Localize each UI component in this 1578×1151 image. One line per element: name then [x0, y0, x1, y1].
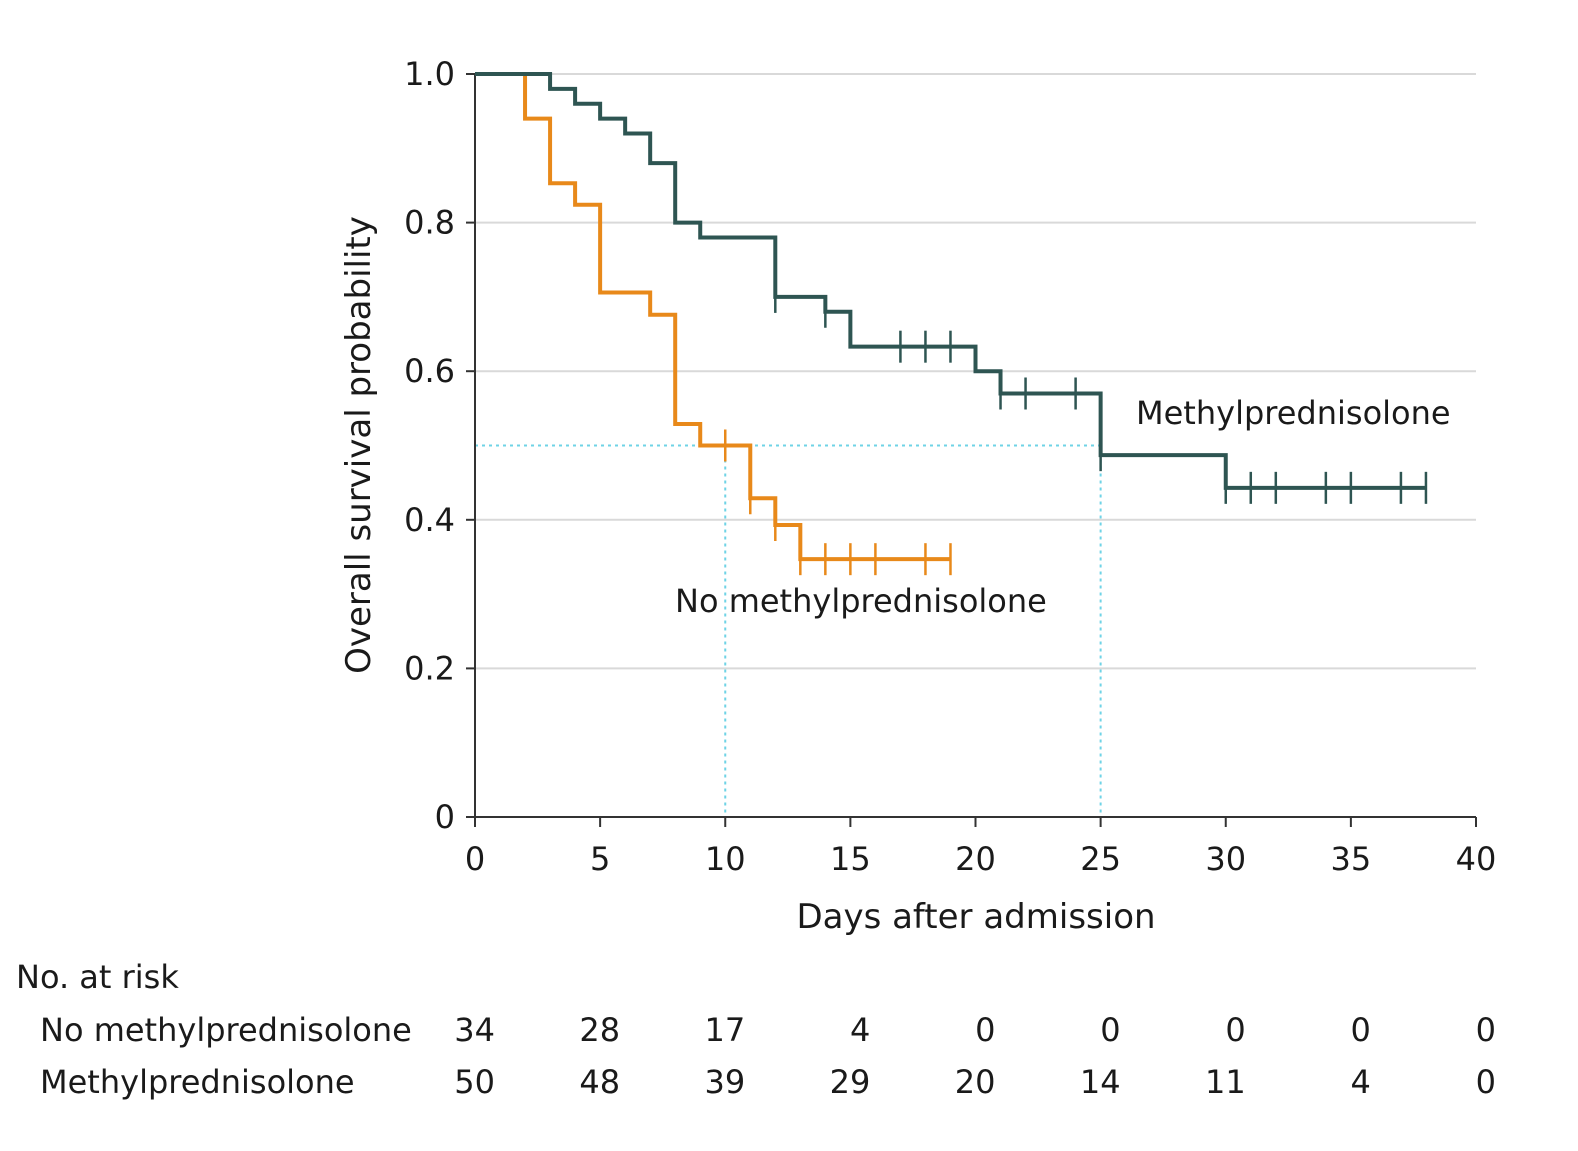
risk-value: 28 — [579, 1011, 620, 1049]
x-tick-label: 35 — [1331, 840, 1372, 878]
risk-row-label-methylprednisolone: Methylprednisolone — [40, 1063, 355, 1101]
series-line-no-methylprednisolone — [475, 72, 951, 562]
risk-value: 0 — [1225, 1011, 1245, 1049]
x-tick-label: 5 — [590, 840, 610, 878]
series-label-no-methylprednisolone: No methylprednisolone — [675, 582, 1047, 620]
risk-table: No. at risk No methylprednisolone Methyl… — [16, 958, 1496, 1101]
y-tick-label: 0.4 — [404, 501, 455, 539]
series-line-methylprednisolone — [475, 72, 1426, 490]
series-layer — [475, 72, 1428, 576]
risk-value: 34 — [454, 1011, 495, 1049]
risk-value: 17 — [705, 1011, 746, 1049]
y-tick-label: 0 — [435, 798, 455, 836]
y-tick-label: 0.6 — [404, 352, 455, 390]
risk-value: 4 — [850, 1011, 870, 1049]
x-tick-label: 15 — [830, 840, 871, 878]
x-tick-label: 40 — [1456, 840, 1497, 878]
risk-value: 0 — [1351, 1011, 1371, 1049]
risk-value: 0 — [1100, 1011, 1120, 1049]
risk-value: 20 — [955, 1063, 996, 1101]
risk-values: 34 28 17 4 0 0 0 0 0 50 48 39 29 20 14 11 4 0 — [454, 1011, 1496, 1101]
risk-row-label-no-methylprednisolone: No methylprednisolone — [40, 1011, 412, 1049]
risk-value: 0 — [1476, 1011, 1496, 1049]
x-tick-label: 10 — [705, 840, 746, 878]
y-axis-title: Overall survival probability — [339, 216, 379, 674]
labels-layer: Overall survival probability Days after … — [339, 216, 1451, 937]
median-reference-lines — [475, 444, 1102, 817]
risk-table-title: No. at risk — [16, 958, 179, 996]
y-tick-label: 1.0 — [404, 55, 455, 93]
y-tick-label: 0.8 — [404, 204, 455, 242]
risk-value: 48 — [579, 1063, 620, 1101]
risk-value: 29 — [830, 1063, 871, 1101]
x-tick-label: 0 — [465, 840, 485, 878]
axes: 0 0.2 0.4 0.6 0.8 1.0 0 5 10 15 20 25 30 35 40 — [404, 55, 1496, 878]
risk-value: 14 — [1080, 1063, 1121, 1101]
risk-value: 0 — [1476, 1063, 1496, 1101]
risk-value: 0 — [975, 1011, 995, 1049]
x-tick-label: 20 — [955, 840, 996, 878]
risk-value: 4 — [1351, 1063, 1371, 1101]
x-tick-label: 30 — [1205, 840, 1246, 878]
risk-value: 11 — [1205, 1063, 1246, 1101]
x-axis-title: Days after admission — [796, 897, 1155, 937]
x-tick-label: 25 — [1080, 840, 1121, 878]
series-label-methylprednisolone: Methylprednisolone — [1136, 394, 1451, 432]
y-tick-label: 0.2 — [404, 649, 455, 687]
risk-value: 50 — [454, 1063, 495, 1101]
risk-value: 39 — [705, 1063, 746, 1101]
